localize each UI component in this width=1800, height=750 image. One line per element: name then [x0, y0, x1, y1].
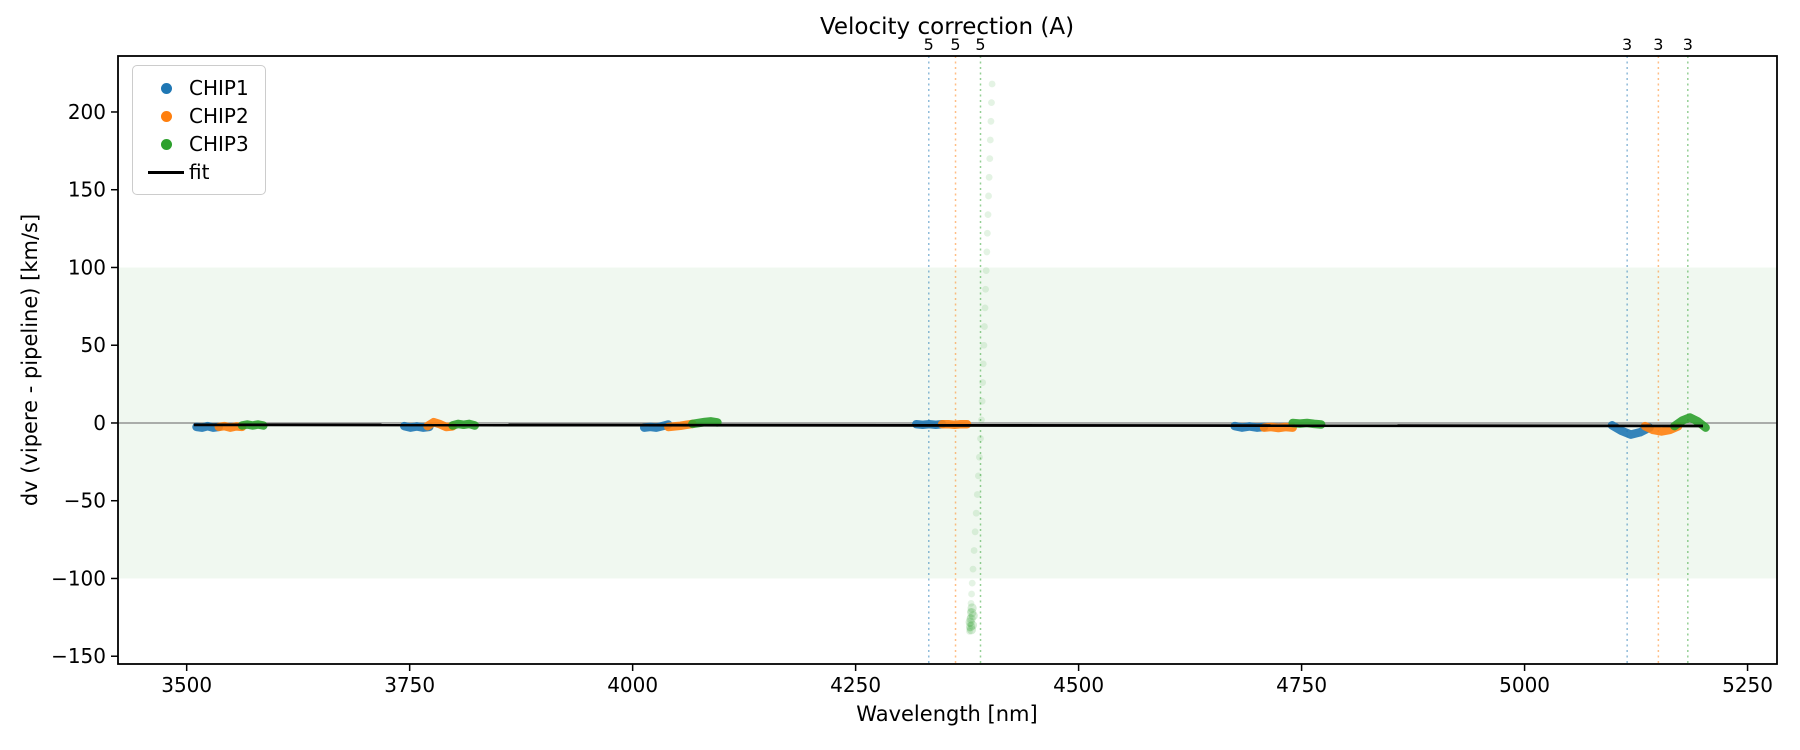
outlier-point — [967, 620, 978, 630]
legend-label: CHIP2 — [189, 104, 249, 128]
outlier-point — [970, 547, 978, 554]
y-tick-label: 150 — [68, 178, 106, 202]
outlier-point — [967, 608, 977, 618]
y-tick-label: 50 — [81, 333, 106, 357]
vline-count-label: 5 — [924, 35, 934, 54]
outlier-point — [966, 627, 973, 635]
outlier-point — [986, 155, 994, 163]
axes-frame — [117, 55, 1778, 665]
outlier-point — [966, 614, 976, 624]
legend-item-fit: fit — [143, 158, 249, 186]
x-axis-label: Wavelength [nm] — [856, 702, 1038, 726]
outlier-point — [978, 397, 986, 405]
y-tick-label: −100 — [51, 566, 106, 590]
outlier-point — [968, 579, 976, 587]
outlier-point — [982, 267, 990, 274]
legend-label: fit — [189, 160, 210, 184]
line-marker — [148, 170, 184, 174]
dot-marker — [160, 138, 172, 150]
outlier-point — [983, 248, 991, 256]
x-tick-label: 5250 — [1722, 673, 1773, 697]
outlier-point — [980, 341, 988, 349]
chart-title: Velocity correction (A) — [819, 14, 1075, 40]
x-tick-label: 5000 — [1499, 673, 1550, 697]
vline-count-label: 3 — [1622, 35, 1632, 54]
x-tick-label: 4000 — [607, 673, 658, 697]
outlier-point — [966, 622, 976, 632]
outlier-point — [966, 624, 974, 632]
outlier-point — [981, 304, 989, 312]
outlier-point — [966, 625, 977, 635]
outlier-point — [982, 285, 989, 293]
cluster-chip3 — [1670, 413, 1710, 432]
legend-dot-icon — [143, 82, 189, 94]
cluster-chip3 — [1288, 418, 1326, 429]
outlier-point — [986, 136, 994, 144]
legend-item-chip3: CHIP3 — [143, 130, 249, 158]
outlier-point — [979, 379, 987, 386]
outlier-point — [977, 435, 984, 442]
outlier-point — [967, 603, 977, 613]
outlier-point — [988, 80, 996, 88]
outlier-point — [968, 611, 978, 621]
outlier-point — [969, 565, 977, 573]
outlier-point — [985, 192, 992, 200]
x-tick-label: 4250 — [830, 673, 881, 697]
y-axis-label: dv (vipere - pipeline) [km/s] — [18, 213, 42, 507]
outlier-point — [973, 491, 981, 498]
outlier-point — [979, 360, 987, 368]
legend-line-icon — [143, 170, 189, 174]
cluster-chip2 — [1259, 422, 1297, 433]
fit-line — [193, 423, 1703, 428]
vline-count-label: 3 — [1653, 35, 1663, 54]
x-tick-label: 3500 — [161, 673, 212, 697]
outlier-point — [985, 173, 993, 181]
legend-item-chip2: CHIP2 — [143, 102, 249, 130]
y-tick-label: 100 — [68, 255, 106, 279]
y-tick-label: −50 — [64, 489, 106, 513]
legend-label: CHIP3 — [189, 132, 249, 156]
outlier-point — [987, 117, 995, 125]
outlier-point — [981, 323, 988, 330]
outlier-point — [965, 617, 975, 627]
x-tick-label: 4500 — [1053, 673, 1104, 697]
legend: CHIP1 CHIP2 CHIP3 fit — [132, 65, 266, 195]
outlier-point — [984, 211, 992, 219]
outlier-point — [971, 528, 979, 536]
cluster-chip1 — [1607, 421, 1654, 439]
legend-label: CHIP1 — [189, 76, 249, 100]
x-tick-label: 4750 — [1276, 673, 1327, 697]
outlier-point — [967, 599, 975, 607]
outlier-point — [974, 472, 982, 480]
legend-dot-icon — [143, 110, 189, 122]
legend-dot-icon — [143, 138, 189, 150]
outlier-point — [967, 607, 975, 615]
outlier-point — [966, 620, 974, 627]
dot-marker — [160, 110, 172, 122]
cluster-chip3 — [688, 417, 722, 429]
dot-marker — [160, 82, 172, 94]
x-tick-label: 3750 — [384, 673, 435, 697]
vline-count-label: 3 — [1683, 35, 1693, 54]
y-tick-label: 200 — [68, 100, 106, 124]
outlier-point — [988, 99, 995, 107]
outlier-point — [972, 509, 980, 517]
y-tick-label: 0 — [93, 411, 106, 435]
vline-count-label: 5 — [975, 35, 985, 54]
outlier-point — [976, 453, 983, 461]
outlier-point — [966, 613, 974, 621]
legend-item-chip1: CHIP1 — [143, 74, 249, 102]
vline-count-label: 5 — [950, 35, 960, 54]
outlier-point — [978, 416, 985, 424]
outlier-point — [968, 590, 975, 598]
y-tick-label: −150 — [51, 644, 106, 668]
outlier-point — [983, 229, 991, 237]
